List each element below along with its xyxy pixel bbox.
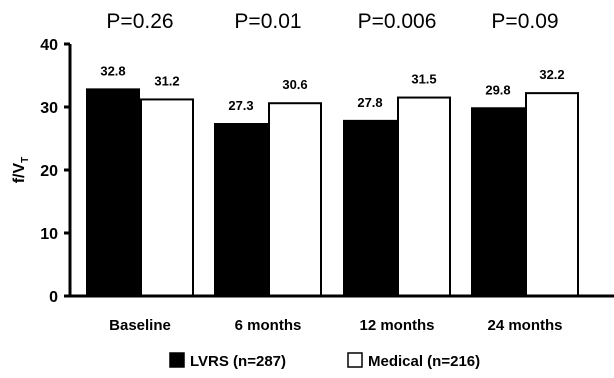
- p-value-label: P=0.01: [234, 10, 301, 33]
- y-tick-label: 0: [49, 289, 58, 306]
- data-label: 31.2: [154, 73, 179, 88]
- bar-medical: [525, 92, 579, 297]
- legend-swatch-medical: [347, 352, 363, 368]
- data-label: 27.3: [228, 98, 253, 113]
- y-axis: 0 10 20 30 40: [40, 37, 72, 306]
- p-value-label: P=0.09: [491, 10, 558, 33]
- data-label: 32.8: [100, 63, 125, 78]
- bar-lvrs: [343, 119, 397, 297]
- data-label: 32.2: [539, 67, 564, 82]
- x-tick-label: 12 months: [359, 317, 434, 334]
- bar-lvrs: [86, 88, 140, 297]
- y-tick-label: 20: [40, 163, 58, 180]
- data-label: 29.8: [485, 82, 510, 97]
- y-tick-label: 40: [40, 37, 58, 54]
- x-tick-label: 6 months: [235, 317, 302, 334]
- bars: [86, 88, 579, 298]
- p-value-label: P=0.006: [358, 10, 437, 33]
- x-tick-label: 24 months: [487, 317, 562, 334]
- data-label: 31.5: [411, 72, 436, 87]
- legend-swatch-lvrs: [169, 352, 185, 368]
- data-label: 27.8: [357, 95, 382, 110]
- y-axis-title: f/VT: [11, 157, 31, 184]
- p-value-labels: P=0.26 P=0.01 P=0.006 P=0.09: [106, 10, 558, 33]
- x-tick-label: Baseline: [109, 317, 171, 334]
- bar-medical: [268, 102, 322, 297]
- bar-lvrs: [214, 123, 268, 298]
- legend: LVRS (n=287) Medical (n=216): [169, 352, 480, 370]
- data-labels: 32.8 31.2 27.3 30.6 27.8 31.5 29.8 32.2: [100, 63, 564, 113]
- p-value-label: P=0.26: [106, 10, 173, 33]
- x-axis: Baseline 6 months 12 months 24 months: [70, 294, 614, 334]
- bar-lvrs: [471, 107, 525, 298]
- bar-medical: [397, 96, 451, 297]
- legend-label-lvrs: LVRS (n=287): [190, 353, 286, 370]
- y-tick-label: 30: [40, 100, 58, 117]
- y-axis-label: f/VT: [11, 157, 31, 184]
- bar-medical: [140, 98, 194, 297]
- legend-label-medical: Medical (n=216): [368, 353, 480, 370]
- data-label: 30.6: [282, 77, 307, 92]
- y-tick-label: 10: [40, 226, 58, 243]
